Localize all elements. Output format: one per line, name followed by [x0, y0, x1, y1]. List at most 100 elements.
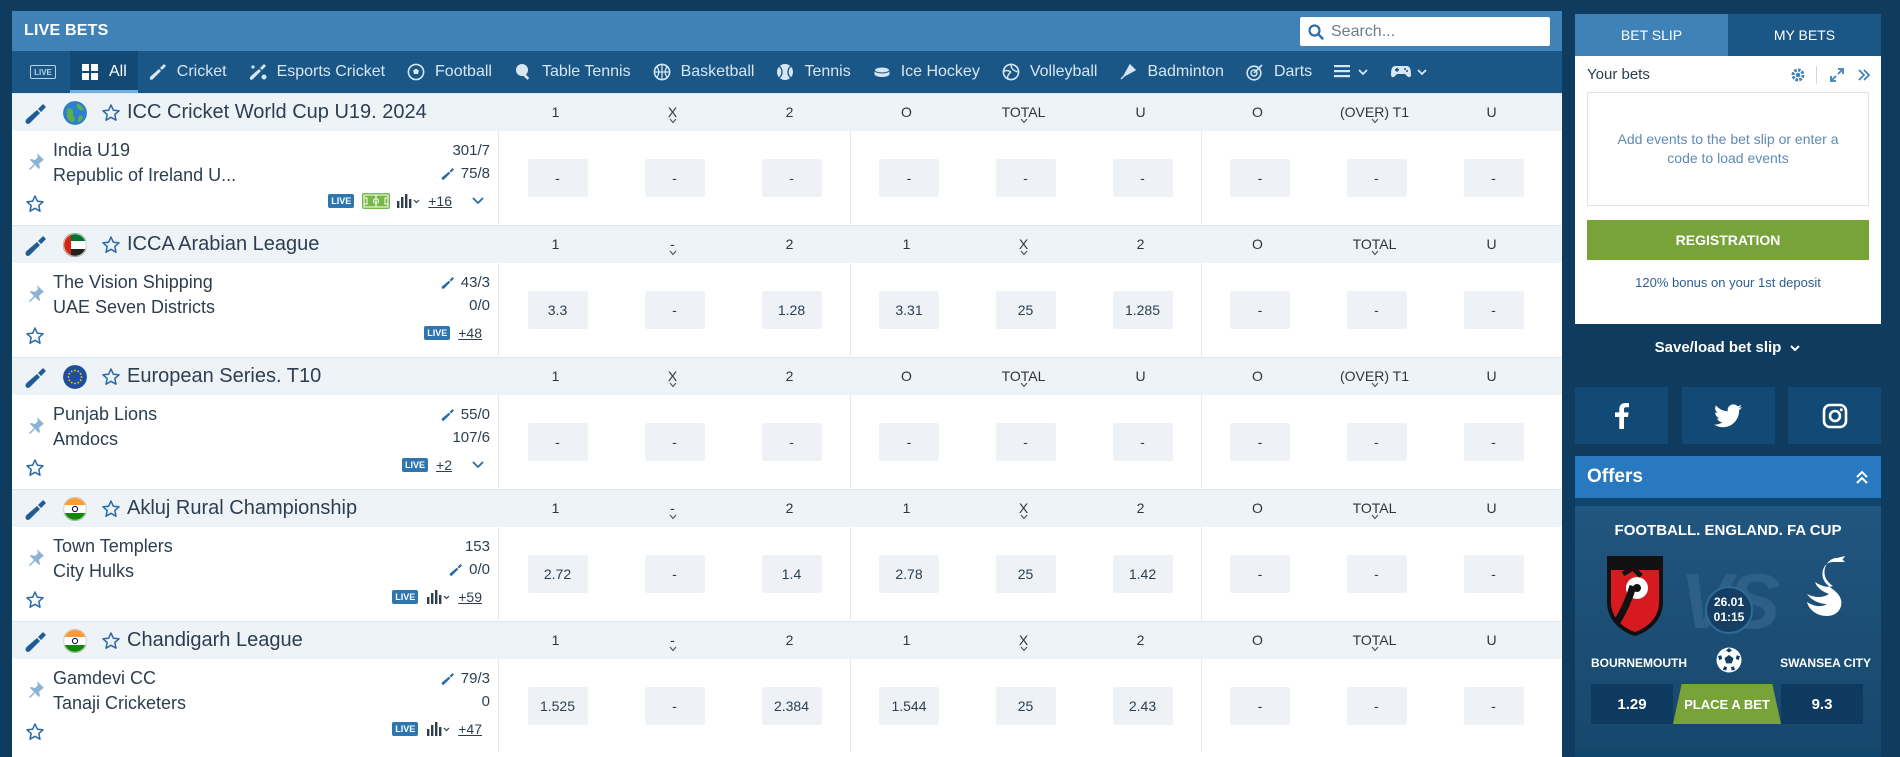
tab-tennis[interactable]: Tennis — [765, 51, 861, 93]
team-1-name[interactable]: Town Templers — [53, 536, 173, 556]
tab-bet-slip[interactable]: BET SLIP — [1575, 14, 1728, 56]
live-stream-icon[interactable]: LIVE — [328, 194, 355, 208]
star-icon[interactable] — [25, 194, 45, 214]
save-load-bet-slip-button[interactable]: Save/load bet slip — [1575, 339, 1881, 356]
offers-header[interactable]: Offers — [1575, 456, 1881, 498]
odd-button[interactable]: 1.525 — [527, 686, 588, 725]
odd-button[interactable]: 2.384 — [761, 686, 822, 725]
odd-button[interactable]: - — [1346, 290, 1407, 329]
statistics-icon[interactable] — [396, 193, 420, 209]
live-stream-icon[interactable]: LIVE — [402, 458, 429, 472]
odd-button[interactable]: - — [1463, 554, 1524, 593]
league-header[interactable]: Chandigarh League 1 - 2 1 X 2 O TOTAL U — [12, 621, 1562, 659]
odd-button[interactable]: - — [644, 158, 705, 197]
team-2-name[interactable]: Republic of Ireland U... — [53, 165, 237, 185]
odd-button[interactable]: - — [1346, 158, 1407, 197]
odd-button[interactable]: - — [644, 422, 705, 461]
odd-button[interactable]: 1.28 — [761, 290, 822, 329]
registration-button[interactable]: REGISTRATION — [1587, 220, 1869, 260]
league-name[interactable]: Akluj Rural Championship — [127, 497, 358, 519]
more-markets-link[interactable]: +59 — [458, 589, 482, 605]
chevron-down-icon[interactable] — [470, 193, 486, 209]
team-1-name[interactable]: The Vision Shipping — [53, 272, 213, 292]
twitter-link[interactable] — [1681, 387, 1775, 444]
odd-button[interactable]: - — [644, 290, 705, 329]
instagram-link[interactable] — [1788, 387, 1881, 444]
team-2-name[interactable]: UAE Seven Districts — [53, 297, 216, 317]
odd-button[interactable]: - — [1112, 422, 1173, 461]
odd-button[interactable]: 2.78 — [879, 554, 939, 593]
odd-button[interactable]: - — [1230, 686, 1290, 725]
odd-button[interactable]: 1.544 — [879, 686, 939, 725]
league-name[interactable]: Chandigarh League — [127, 629, 303, 651]
bonus-link[interactable]: 120% bonus on your 1st deposit — [1635, 275, 1821, 290]
team-1-name[interactable]: Gamdevi CC — [53, 668, 157, 688]
odd-button[interactable]: 1.4 — [761, 554, 822, 593]
odd-button[interactable]: 25 — [995, 290, 1056, 329]
pin-icon[interactable] — [26, 679, 46, 699]
odd-button[interactable]: - — [1346, 554, 1407, 593]
place-bet-button[interactable]: PLACE A BET — [1673, 684, 1781, 724]
pin-icon[interactable] — [26, 547, 46, 567]
odd-button[interactable]: 1.42 — [1112, 554, 1173, 593]
odd-button[interactable]: - — [995, 422, 1056, 461]
search-box[interactable] — [1300, 17, 1550, 46]
odd-button[interactable]: - — [1230, 554, 1290, 593]
team-1-name[interactable]: India U19 — [53, 140, 131, 160]
odd-button[interactable]: 3.3 — [527, 290, 588, 329]
tab-table-tennis[interactable]: Table Tennis — [503, 51, 642, 93]
team-2-name[interactable]: Amdocs — [53, 429, 119, 449]
pin-icon[interactable] — [26, 415, 46, 435]
tab-ice-hockey[interactable]: Ice Hockey — [862, 51, 991, 93]
live-filter-button[interactable]: LIVE — [12, 51, 70, 93]
gear-icon[interactable] — [1790, 67, 1806, 83]
odd-button[interactable]: - — [879, 158, 939, 197]
tab-all[interactable]: All — [70, 51, 138, 93]
more-sports-menu[interactable] — [1323, 51, 1380, 93]
odd-button[interactable]: - — [527, 158, 588, 197]
pin-icon[interactable] — [26, 151, 46, 171]
more-markets-link[interactable]: +16 — [428, 193, 452, 209]
league-header[interactable]: European Series. T10 1 X 2 O TOTAL U O (OVER) T… — [12, 357, 1562, 395]
statistics-icon[interactable] — [426, 721, 450, 737]
odd-button[interactable]: - — [1463, 158, 1524, 197]
live-stream-icon[interactable]: LIVE — [392, 722, 419, 736]
search-input[interactable] — [1331, 22, 1541, 41]
star-icon[interactable] — [25, 458, 45, 478]
live-stream-icon[interactable]: LIVE — [424, 326, 451, 340]
league-name[interactable]: European Series. T10 — [127, 365, 322, 387]
star-icon[interactable] — [101, 499, 121, 519]
odd-button[interactable]: - — [527, 422, 588, 461]
tab-my-bets[interactable]: MY BETS — [1728, 14, 1881, 56]
star-icon[interactable] — [101, 367, 121, 387]
odd-button[interactable]: - — [761, 158, 822, 197]
odd-button[interactable]: 25 — [995, 686, 1056, 725]
tab-volleyball[interactable]: Volleyball — [991, 51, 1109, 93]
statistics-icon[interactable] — [426, 589, 450, 605]
league-name[interactable]: ICCA Arabian League — [127, 233, 320, 255]
league-header[interactable]: ICC Cricket World Cup U19. 2024 1 X 2 O TOTA… — [12, 93, 1562, 131]
star-icon[interactable] — [101, 631, 121, 651]
odd-button[interactable]: - — [1230, 290, 1290, 329]
star-icon[interactable] — [101, 103, 121, 123]
star-icon[interactable] — [25, 326, 45, 346]
team-1-name[interactable]: Punjab Lions — [53, 404, 158, 424]
odd-button[interactable]: - — [1463, 422, 1524, 461]
home-odd-button[interactable]: 1.29 — [1591, 684, 1673, 724]
odd-button[interactable]: 3.31 — [879, 290, 939, 329]
odd-button[interactable]: 1.285 — [1112, 290, 1173, 329]
odd-button[interactable]: 2.43 — [1112, 686, 1173, 725]
more-markets-link[interactable]: +2 — [436, 457, 452, 473]
match-tracker-icon[interactable] — [362, 193, 391, 209]
facebook-link[interactable] — [1575, 387, 1668, 444]
odd-button[interactable]: - — [1463, 290, 1524, 329]
odd-button[interactable]: - — [761, 422, 822, 461]
odd-button[interactable]: - — [1230, 422, 1290, 461]
league-header[interactable]: ICCA Arabian League 1 - 2 1 X 2 O TOTAL U — [12, 225, 1562, 263]
expand-icon[interactable] — [1829, 67, 1845, 83]
star-icon[interactable] — [25, 590, 45, 610]
odd-button[interactable]: - — [1463, 686, 1524, 725]
odd-button[interactable]: - — [1346, 422, 1407, 461]
tab-basketball[interactable]: Basketball — [642, 51, 766, 93]
odd-button[interactable]: - — [1112, 158, 1173, 197]
